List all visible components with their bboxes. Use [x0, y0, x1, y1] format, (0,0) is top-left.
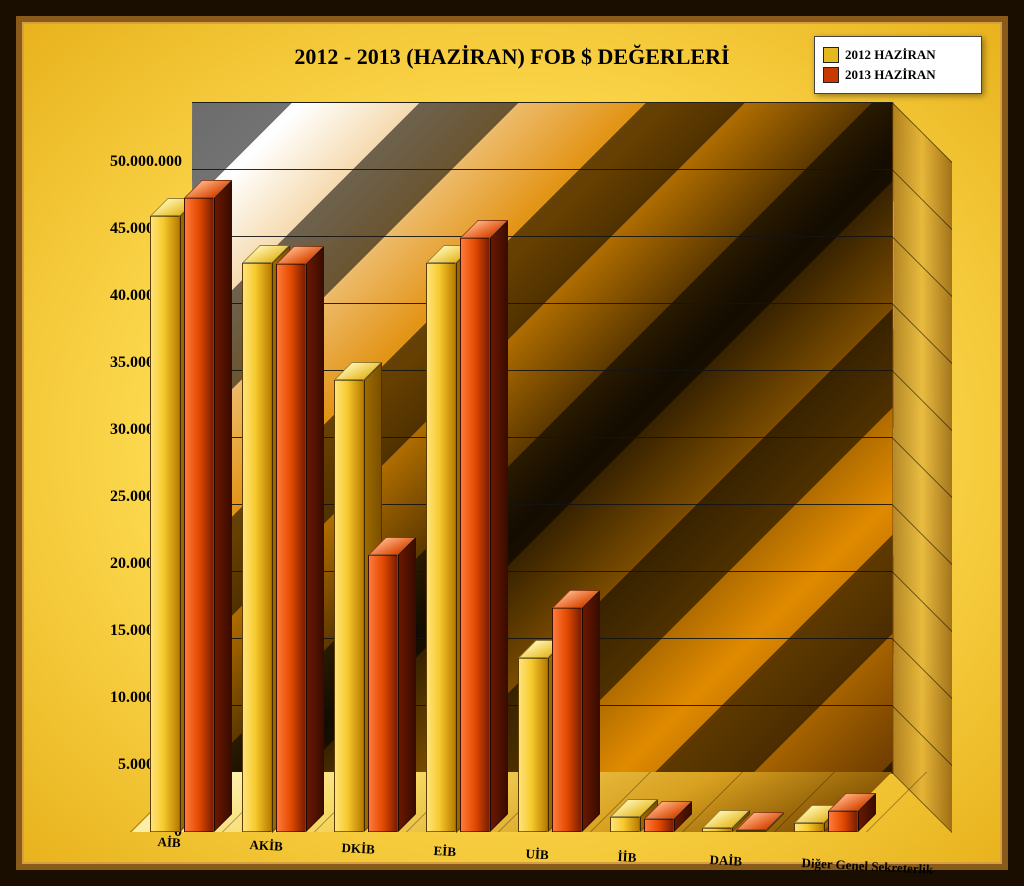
- legend-swatch-2012: [823, 47, 839, 63]
- bar: [518, 658, 548, 832]
- bar-side: [214, 180, 232, 832]
- bar-front: [828, 811, 858, 832]
- bar-front: [794, 823, 824, 832]
- legend-swatch-2013: [823, 67, 839, 83]
- bar: [184, 198, 214, 832]
- x-tick-label: İİB: [617, 849, 637, 866]
- bar-front: [426, 263, 456, 833]
- bar: [368, 555, 398, 832]
- bar: [242, 263, 272, 833]
- x-tick-label: AKİB: [249, 837, 283, 855]
- x-tick-label: AİB: [157, 834, 181, 851]
- bar-front: [368, 555, 398, 832]
- bar: [736, 830, 766, 832]
- bar-front: [150, 216, 180, 832]
- bar: [644, 819, 674, 832]
- bar-front: [610, 817, 640, 832]
- legend-item-2012: 2012 HAZİRAN: [823, 47, 973, 63]
- legend-label-2013: 2013 HAZİRAN: [845, 67, 936, 83]
- bar-front: [702, 828, 732, 832]
- bar: [334, 380, 364, 832]
- bar-front: [518, 658, 548, 832]
- bar-front: [736, 830, 766, 832]
- bar: [828, 811, 858, 832]
- bar-front: [276, 264, 306, 832]
- x-tick-label: DAİB: [709, 852, 742, 870]
- legend: 2012 HAZİRAN 2013 HAZİRAN: [814, 36, 982, 94]
- bar-front: [334, 380, 364, 832]
- x-tick-label: Diğer Genel Sekreterlik: [801, 855, 933, 878]
- legend-label-2012: 2012 HAZİRAN: [845, 47, 936, 63]
- bar: [552, 608, 582, 832]
- chart-canvas: 2012 - 2013 (HAZİRAN) FOB $ DEĞERLERİ 20…: [16, 16, 1008, 870]
- x-tick-label: DKİB: [341, 840, 375, 858]
- bar-side: [582, 590, 600, 832]
- bar: [150, 216, 180, 832]
- legend-item-2013: 2013 HAZİRAN: [823, 67, 973, 83]
- bar: [610, 817, 640, 832]
- bar: [702, 828, 732, 832]
- bar: [276, 264, 306, 832]
- chart-bars: [132, 102, 952, 832]
- bar: [460, 238, 490, 832]
- chart-area: 05.000.00010.000.00015.000.00020.000.000…: [132, 102, 962, 774]
- x-axis-labels: AİBAKİBDKİBEİBUİBİİBDAİBDiğer Genel Sekr…: [132, 834, 952, 874]
- bar-front: [644, 819, 674, 832]
- bar-front: [184, 198, 214, 832]
- x-tick-label: EİB: [433, 843, 456, 860]
- bar-front: [242, 263, 272, 833]
- outer-frame: 2012 - 2013 (HAZİRAN) FOB $ DEĞERLERİ 20…: [0, 0, 1024, 886]
- bar-front: [460, 238, 490, 832]
- bar: [426, 263, 456, 833]
- bar-side: [490, 220, 508, 832]
- x-tick-label: UİB: [525, 846, 549, 863]
- bar-front: [552, 608, 582, 832]
- bar: [794, 823, 824, 832]
- bar-side: [306, 246, 324, 832]
- bar-side: [398, 537, 416, 832]
